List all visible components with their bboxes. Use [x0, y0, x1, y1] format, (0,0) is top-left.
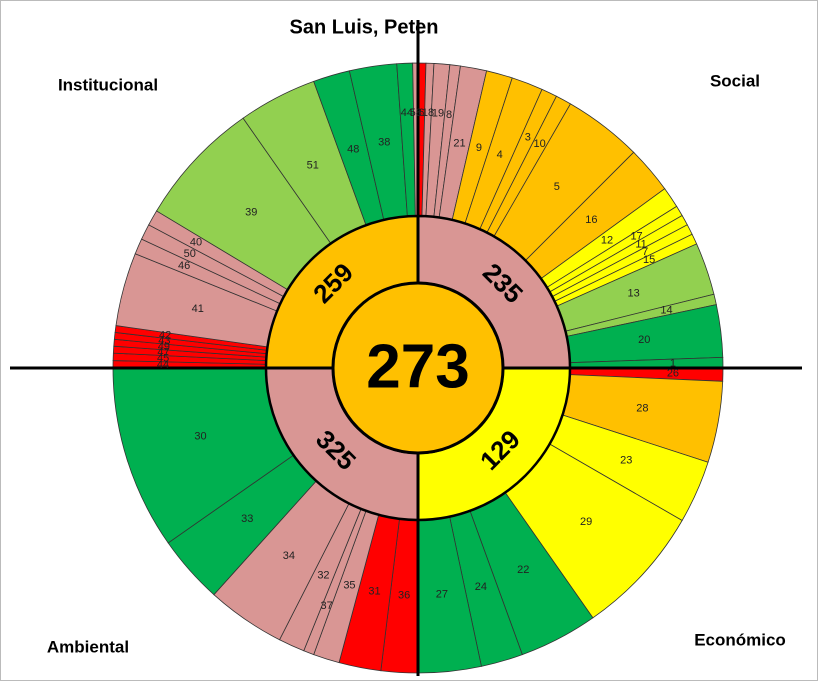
- segment-label: 29: [580, 516, 592, 528]
- segment-label: 17: [630, 231, 642, 243]
- segment-label: 7: [642, 246, 648, 258]
- segment-label: 44: [401, 107, 413, 119]
- quadrant-title: Ambiental: [47, 637, 129, 656]
- segment-label: 49: [158, 341, 170, 353]
- segment-label: 27: [436, 589, 448, 601]
- segment-label: 46: [178, 260, 190, 272]
- segment-label: 22: [517, 564, 529, 576]
- segment-label: 16: [585, 214, 597, 226]
- center-circle: [331, 281, 505, 455]
- quadrant-title: Social: [710, 71, 760, 90]
- quadrant-title: Económico: [694, 630, 786, 649]
- segment-label: 40: [190, 236, 202, 248]
- segment-label: 15: [643, 254, 655, 266]
- segment-label: 45: [157, 353, 169, 365]
- segment-label: 38: [378, 136, 390, 148]
- segment-label: 44: [157, 359, 169, 371]
- segment-label: 58: [410, 107, 422, 119]
- segment-label: 13: [627, 288, 639, 300]
- segment-label: 31: [368, 586, 380, 598]
- quadrant-title: Institucional: [58, 75, 158, 94]
- segment-label: 8: [446, 109, 452, 121]
- chart-title: San Luis, Peten: [290, 16, 439, 38]
- segment-label: 26: [667, 367, 679, 379]
- segment-label: 14: [660, 305, 672, 317]
- segment-label: 19: [432, 108, 444, 120]
- segment-label: 28: [636, 402, 648, 414]
- rings: [112, 62, 724, 674]
- segment-label: 3: [525, 132, 531, 144]
- segment-label: 50: [184, 248, 196, 260]
- segment-label: 21: [453, 138, 465, 150]
- center-value: 273: [366, 332, 469, 401]
- segment-label: 39: [245, 206, 257, 218]
- segment-label: 43: [158, 335, 170, 347]
- segment-label: 11: [635, 238, 646, 250]
- segment-label: 23: [620, 455, 632, 467]
- segment-label: 42: [159, 329, 171, 341]
- segment-label: 41: [192, 303, 204, 315]
- segment-label: 4: [497, 149, 503, 161]
- segment-label: 9: [476, 142, 482, 154]
- segment-label: 1: [670, 357, 676, 369]
- segment-label: 36: [398, 589, 410, 601]
- segment-label: 37: [320, 600, 332, 612]
- segment-label: 51: [307, 160, 319, 172]
- segment-label: 12: [601, 234, 613, 246]
- segment-label: 34: [283, 550, 295, 562]
- segment-label: 5: [554, 181, 560, 193]
- segment-label: 30: [194, 430, 206, 442]
- segment-label: 18: [422, 107, 434, 119]
- segment-label: 48: [347, 143, 359, 155]
- segment-label: 35: [343, 579, 355, 591]
- segment-label: 20: [638, 334, 650, 346]
- segment-label: 6: [418, 107, 424, 119]
- segment-label: 10: [534, 138, 546, 150]
- segment-label: 32: [317, 569, 329, 581]
- segment-label: 33: [241, 513, 253, 525]
- segment-label: 47: [157, 347, 169, 359]
- segment-label: 24: [475, 581, 487, 593]
